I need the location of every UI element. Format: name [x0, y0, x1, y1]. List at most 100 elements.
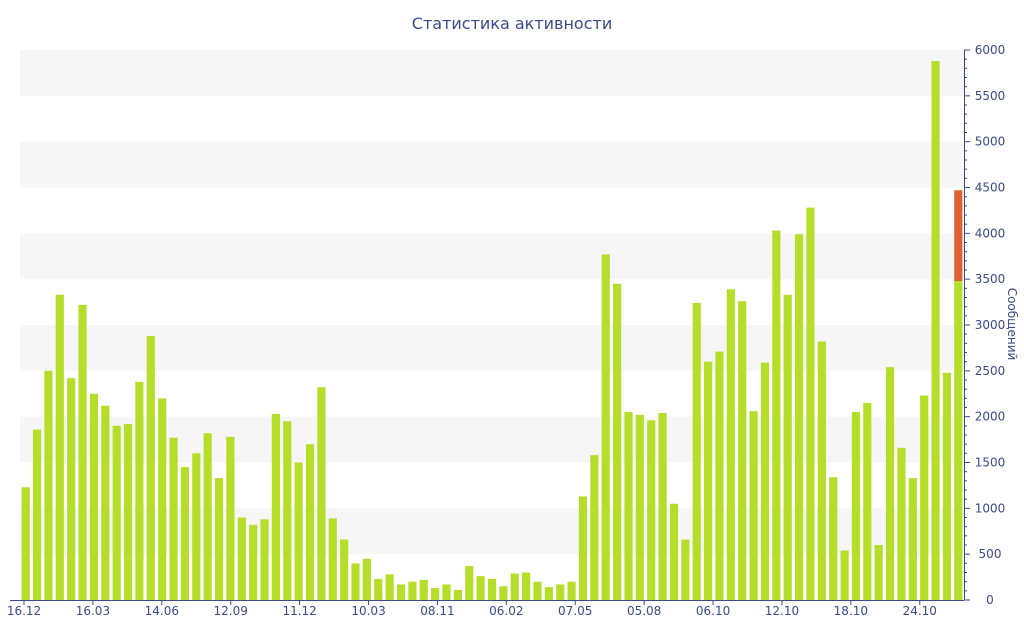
x-tick-label: 12.10: [765, 604, 799, 618]
bar: [817, 341, 826, 600]
bar: [328, 518, 337, 600]
bar: [829, 477, 838, 600]
grid-band: [20, 233, 964, 280]
bar: [772, 230, 781, 601]
bar: [681, 539, 690, 600]
x-tick-label: 18.10: [834, 604, 868, 618]
x-tick-label: 06.02: [489, 604, 523, 618]
bar: [78, 304, 87, 600]
bar: [522, 572, 531, 600]
x-tick-label: 12.09: [214, 604, 248, 618]
bar: [112, 425, 121, 600]
bar: [396, 584, 406, 600]
bar: [271, 413, 280, 600]
y-tick-label: 5000: [975, 135, 1006, 149]
bar: [146, 336, 155, 600]
bar: [635, 414, 644, 600]
bar: [340, 539, 349, 600]
y-tick-label: 4500: [975, 181, 1006, 195]
bar: [704, 361, 713, 600]
bar: [44, 370, 53, 600]
bar: [214, 478, 224, 600]
y-tick-label: 2000: [975, 410, 1006, 424]
bar: [237, 517, 246, 600]
bar: [305, 444, 315, 600]
bar: [192, 453, 201, 600]
bar: [442, 584, 451, 600]
bar: [567, 581, 576, 600]
y-tick-label: 6000: [975, 43, 1006, 57]
y-tick-label: 1500: [975, 456, 1006, 470]
bar: [249, 524, 258, 600]
bar: [908, 478, 917, 600]
x-tick-label: 05.08: [627, 604, 661, 618]
bar: [931, 61, 940, 600]
bar: [362, 558, 371, 600]
y-tick-label: 3500: [975, 272, 1006, 286]
bar: [544, 587, 553, 600]
y-tick-label: 0: [986, 593, 994, 607]
bar: [351, 563, 360, 600]
grid-band: [20, 50, 964, 96]
bar: [123, 424, 133, 600]
bar: [920, 395, 929, 600]
bar: [726, 289, 735, 600]
bar: [669, 503, 679, 600]
bar: [260, 519, 269, 600]
y-tick-label: 500: [979, 547, 1002, 561]
bar: [624, 412, 633, 600]
bar: [283, 421, 292, 600]
bar: [419, 579, 428, 600]
bar: [510, 573, 519, 600]
bar: [89, 393, 99, 600]
bar: [317, 387, 326, 600]
bar: [408, 581, 417, 600]
bar: [67, 378, 76, 600]
bar: [738, 301, 747, 600]
bar: [476, 576, 485, 600]
x-tick-label: 06.10: [696, 604, 730, 618]
bar: [453, 589, 462, 600]
bar: [180, 467, 190, 600]
bar: [760, 362, 770, 600]
bar: [590, 455, 599, 600]
bar: [101, 405, 110, 600]
bar: [533, 581, 542, 600]
bar: [135, 381, 144, 600]
x-tick-label: 16.12: [7, 604, 41, 618]
x-tick-label: 14.06: [145, 604, 179, 618]
bar: [374, 578, 383, 600]
bar: [226, 436, 235, 600]
bar: [863, 402, 872, 600]
bar: [294, 462, 303, 600]
bar: [897, 447, 906, 600]
x-tick-label: 24.10: [903, 604, 937, 618]
bar: [578, 496, 588, 600]
y-tick-label: 2500: [975, 364, 1006, 378]
bar: [32, 429, 42, 600]
bar: [794, 234, 804, 600]
x-tick-label: 16.03: [76, 604, 110, 618]
bar: [158, 398, 167, 600]
y-tick-label: 5500: [975, 89, 1006, 103]
bar: [874, 545, 883, 600]
bar: [487, 578, 497, 600]
bar: [601, 254, 610, 600]
bar: [499, 586, 508, 600]
bar: [749, 411, 758, 600]
x-tick-label: 10.03: [351, 604, 385, 618]
bar: [885, 367, 895, 600]
x-tick-label: 08.11: [420, 604, 454, 618]
bar: [431, 588, 440, 600]
bar: [715, 351, 724, 600]
bar: [465, 566, 474, 600]
bar: [55, 294, 64, 600]
chart-title: Статистика активности: [411, 14, 613, 33]
y-tick-label: 3000: [975, 318, 1006, 332]
x-tick-label: 11.12: [282, 604, 316, 618]
bar: [840, 550, 849, 600]
bar: [647, 420, 656, 600]
bar: [692, 303, 701, 600]
bar: [613, 283, 622, 600]
